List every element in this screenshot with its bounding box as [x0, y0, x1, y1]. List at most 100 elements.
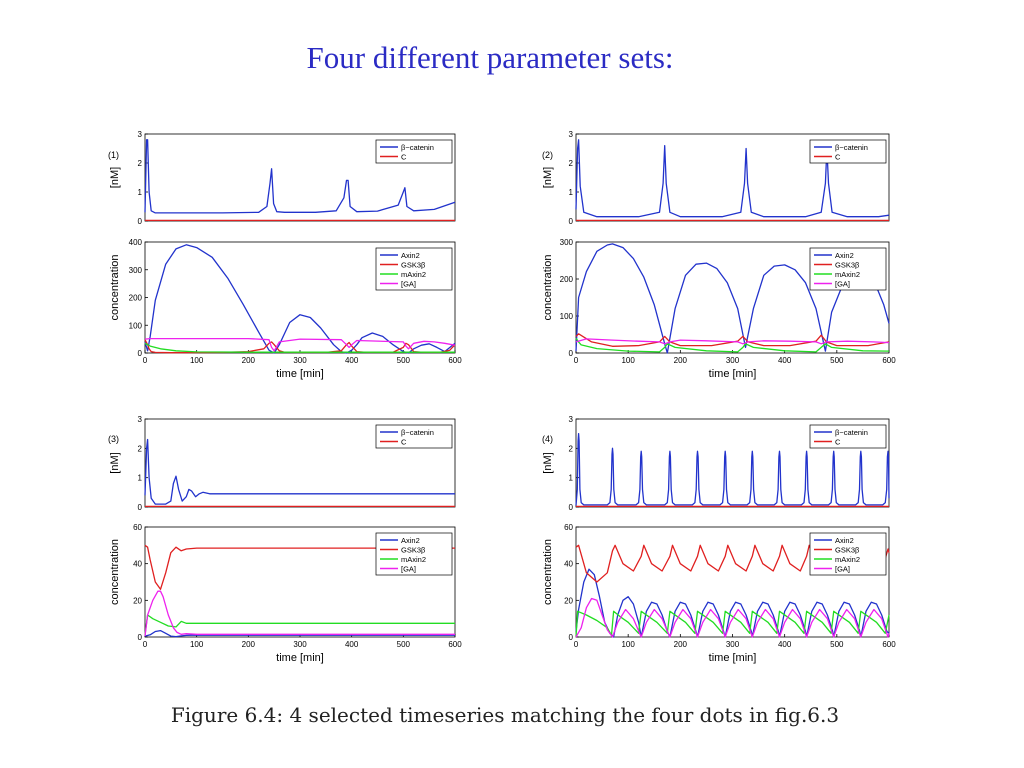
y-axis-label-top: [nM] — [109, 452, 121, 473]
xtick-label: 300 — [293, 356, 307, 365]
legend-entry: mAxin2 — [835, 270, 860, 279]
series-line-Axin2 — [575, 243, 890, 354]
legend-entry: mAxin2 — [835, 555, 860, 564]
xtick-label: 200 — [242, 640, 256, 649]
xtick-label: 600 — [882, 640, 896, 649]
xtick-label: 100 — [621, 640, 635, 649]
y-axis-label-shared: concentration — [542, 539, 554, 605]
ytick-label: 60 — [133, 523, 142, 532]
series-line-[GA] — [144, 590, 455, 637]
series-line-β−catenin — [575, 433, 890, 506]
x-axis-label: time [min] — [276, 368, 324, 380]
series-line-Axin2 — [144, 629, 455, 638]
xtick-label: 200 — [674, 640, 688, 649]
ytick-label: 2 — [569, 444, 574, 453]
legend-entry: Axin2 — [401, 251, 420, 260]
ytick-label: 2 — [138, 444, 143, 453]
xtick-label: 0 — [574, 356, 579, 365]
ytick-label: 200 — [129, 294, 143, 303]
legend-entry: C — [835, 437, 841, 446]
xtick-label: 500 — [397, 640, 411, 649]
legend-entry: Axin2 — [835, 536, 854, 545]
ytick-label: 300 — [129, 266, 143, 275]
xtick-label: 400 — [778, 356, 792, 365]
legend-entry: [GA] — [835, 279, 850, 288]
ytick-label: 200 — [560, 275, 574, 284]
ytick-label: 3 — [569, 415, 574, 424]
legend-entry: β−catenin — [835, 428, 868, 437]
ytick-label: 1 — [138, 188, 143, 197]
ytick-label: 40 — [133, 560, 142, 569]
bottom-subplot: 0 100 200 300 400 0 100 200 300 400 500 600 Axin2GSK… — [129, 238, 463, 365]
x-axis-label: time [min] — [709, 368, 757, 380]
legend-entry: [GA] — [401, 564, 416, 573]
xtick-label: 200 — [674, 356, 688, 365]
ytick-label: 2 — [138, 159, 143, 168]
ytick-label: 0 — [138, 633, 143, 642]
xtick-label: 500 — [397, 356, 411, 365]
ytick-label: 0 — [138, 217, 143, 226]
ytick-label: 3 — [138, 130, 143, 139]
legend-entry: β−catenin — [401, 143, 434, 152]
ytick-label: 100 — [129, 321, 143, 330]
ytick-label: 1 — [569, 474, 574, 483]
legend-entry: GSK3β — [401, 260, 426, 269]
legend-entry: [GA] — [401, 279, 416, 288]
xtick-label: 0 — [143, 356, 148, 365]
ytick-label: 100 — [560, 312, 574, 321]
ytick-label: 1 — [138, 474, 143, 483]
series-line-mAxin2 — [144, 342, 455, 353]
xtick-label: 300 — [726, 640, 740, 649]
xtick-label: 400 — [345, 640, 359, 649]
y-axis-label-top: [nM] — [109, 167, 121, 188]
x-axis-label: time [min] — [709, 652, 757, 664]
legend-entry: GSK3β — [835, 545, 860, 554]
legend-entry: C — [401, 152, 407, 161]
ytick-label: 1 — [569, 188, 574, 197]
series-line-mAxin2 — [575, 610, 890, 638]
y-axis-label-shared: concentration — [542, 254, 554, 320]
ytick-label: 20 — [564, 596, 573, 605]
legend-entry: GSK3β — [835, 260, 860, 269]
xtick-label: 600 — [448, 356, 462, 365]
legend-entry: Axin2 — [401, 536, 420, 545]
legend-entry: C — [401, 437, 407, 446]
bottom-subplot: 0 100 200 300 0 100 200 300 400 500 600 Axin2GSK3βm… — [560, 238, 897, 365]
ytick-label: 0 — [569, 349, 574, 358]
xtick-label: 300 — [293, 640, 307, 649]
series-line-[GA] — [144, 337, 456, 352]
ytick-label: 0 — [569, 633, 574, 642]
xtick-label: 500 — [830, 640, 844, 649]
series-line-mAxin2 — [575, 337, 890, 353]
series-line-β−catenin — [144, 438, 455, 505]
y-axis-label-shared: concentration — [109, 539, 121, 605]
series-line-GSK3β — [144, 544, 455, 590]
y-axis-label-top: [nM] — [542, 452, 554, 473]
xtick-label: 200 — [242, 356, 256, 365]
ytick-label: 300 — [560, 238, 574, 247]
panel-label: (1) — [108, 150, 119, 160]
legend-entry: mAxin2 — [401, 555, 426, 564]
panel-label: (3) — [108, 434, 119, 444]
ytick-label: 60 — [564, 523, 573, 532]
xtick-label: 400 — [778, 640, 792, 649]
ytick-label: 0 — [569, 503, 574, 512]
series-line-Axin2 — [575, 568, 890, 638]
figure-caption: Figure 6.4: 4 selected timeseries matchi… — [170, 703, 840, 727]
series-line-[GA] — [575, 338, 890, 345]
series-line-β−catenin — [144, 139, 456, 214]
ytick-label: 20 — [133, 596, 142, 605]
